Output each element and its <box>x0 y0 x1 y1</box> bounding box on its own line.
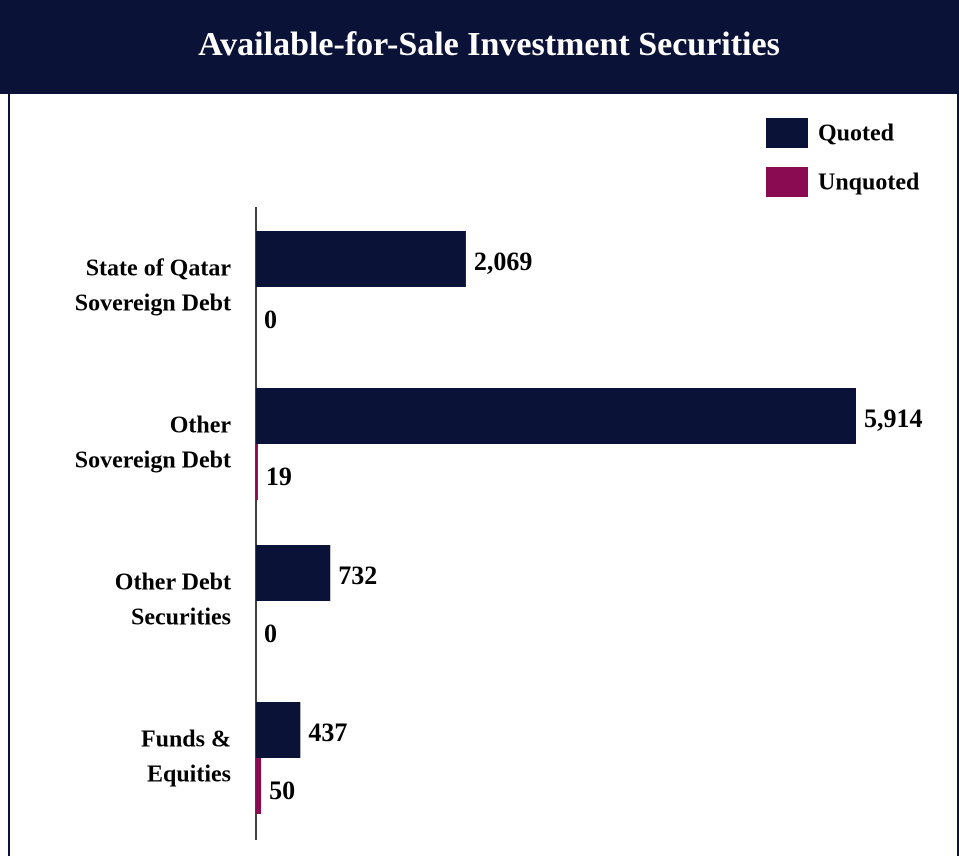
y-tick-label: Funds & <box>141 727 231 753</box>
bar <box>256 444 258 500</box>
y-tick-label: Other <box>170 413 232 439</box>
legend-swatch <box>766 118 808 148</box>
y-tick-label: Securities <box>131 605 231 631</box>
data-label: 5,914 <box>864 404 923 433</box>
bar <box>256 388 856 444</box>
data-label: 50 <box>269 776 295 805</box>
bar <box>256 231 466 287</box>
bar <box>256 758 262 814</box>
data-label: 437 <box>308 718 347 747</box>
data-label: 0 <box>264 305 277 334</box>
data-label: 732 <box>338 561 377 590</box>
bar <box>256 702 301 758</box>
chart-title: Available-for-Sale Investment Securities <box>198 26 780 63</box>
bar <box>256 545 331 601</box>
header <box>0 0 959 94</box>
y-tick-label: Equities <box>147 762 231 788</box>
data-label: 19 <box>266 462 292 491</box>
data-label: 2,069 <box>474 247 533 276</box>
y-tick-label: Other Debt <box>115 570 231 596</box>
y-tick-label: Sovereign Debt <box>75 448 231 474</box>
legend-swatch <box>766 167 808 197</box>
data-label: 0 <box>264 619 277 648</box>
y-tick-label: Sovereign Debt <box>75 291 231 317</box>
legend-label: Unquoted <box>818 170 920 196</box>
y-tick-label: State of Qatar <box>86 256 232 282</box>
legend-label: Quoted <box>818 121 895 147</box>
